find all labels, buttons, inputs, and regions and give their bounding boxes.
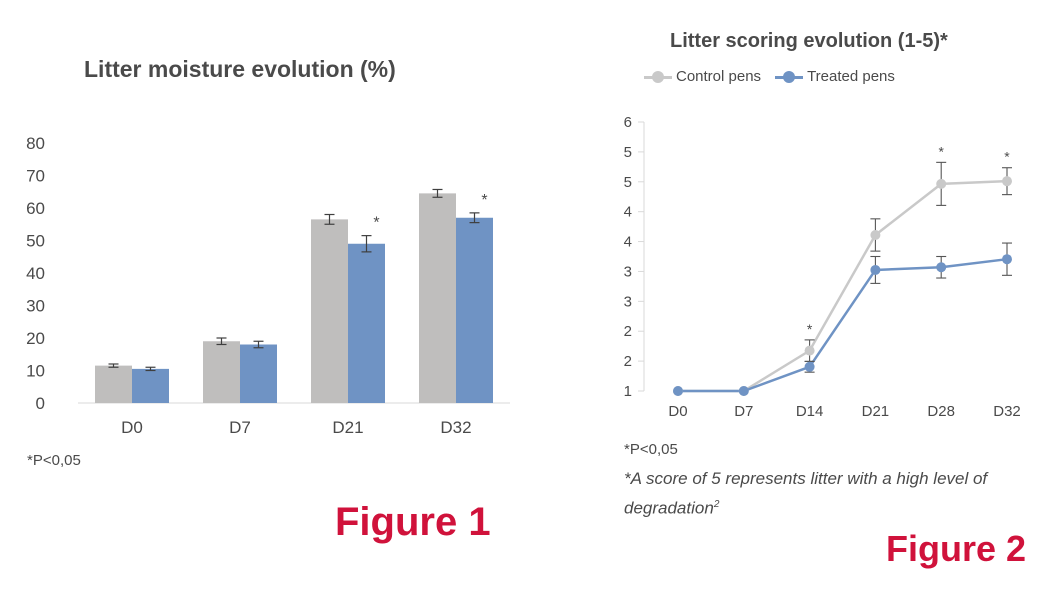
y-tick-label: 80: [26, 134, 45, 153]
error-bar: [432, 188, 443, 198]
legend-item-treated: Treated pens: [775, 68, 895, 85]
y-tick-label: 4: [624, 204, 632, 221]
legend-item-control: Control pens: [644, 68, 761, 85]
y-tick-label: 1: [624, 383, 632, 400]
series-line: [678, 257, 1008, 393]
x-tick-label: D21: [332, 418, 363, 437]
chart-1-title: Litter moisture evolution (%): [84, 56, 396, 82]
y-tick-label: 3: [624, 263, 632, 280]
y-tick-label: 3: [624, 293, 632, 310]
data-point: [870, 264, 881, 275]
x-tick-label: D0: [668, 403, 687, 420]
score-note-text: *A score of 5 represents litter with a h…: [624, 469, 988, 518]
data-point: [936, 262, 947, 273]
data-point: [738, 386, 749, 396]
data-point: [1002, 254, 1012, 265]
error-bar: [145, 366, 156, 372]
error-bar: [216, 337, 227, 346]
bar: [348, 243, 385, 403]
y-tick-label: 2: [624, 323, 632, 340]
x-tick-label: D7: [229, 418, 251, 437]
significance-marker: *: [938, 143, 944, 159]
significance-marker: *: [481, 192, 487, 209]
y-tick-label: 30: [26, 297, 45, 316]
x-tick-label: D32: [440, 418, 471, 437]
error-bar: [361, 235, 372, 253]
data-point: [870, 229, 881, 240]
x-tick-label: D21: [862, 403, 890, 420]
chart-2-legend: Control pens Treated pens: [644, 68, 909, 85]
y-tick-label: 5: [624, 144, 632, 161]
bar: [419, 193, 456, 403]
y-tick-label: 4: [624, 234, 632, 251]
bar: [132, 368, 169, 403]
chart-2-footnote: *P<0,05: [624, 441, 678, 458]
figure-1-panel: Litter moisture evolution (%) 0 10 20 30 40 5…: [26, 56, 510, 544]
significance-marker: *: [807, 321, 813, 337]
data-point: [936, 178, 947, 189]
x-tick-label: D28: [927, 403, 955, 420]
error-bar: [469, 212, 480, 224]
x-tick-label: D14: [796, 403, 824, 420]
y-tick-label: 40: [26, 264, 45, 283]
line-chart: 1 2 2 3 3 4 4 5 5 6 D0 D7 D14 D21 D28 D32 * * *: [624, 114, 1021, 420]
y-tick-label: 6: [624, 114, 632, 131]
y-tick-label: 60: [26, 199, 45, 218]
error-bar: [253, 340, 264, 349]
y-tick-label: 2: [624, 353, 632, 370]
legend-label-treated: Treated pens: [807, 68, 895, 85]
bar-chart: 0 10 20 30 40 50 60 70 80 D0 D7 D21 * D32 *: [26, 134, 510, 437]
data-point: [804, 345, 815, 356]
x-tick-label: D7: [734, 403, 753, 420]
figure-2-panel: Litter scoring evolution (1-5)* Control …: [600, 0, 1054, 600]
data-point: [804, 361, 815, 372]
error-bar: [324, 213, 335, 225]
y-tick-label: 20: [26, 329, 45, 348]
significance-marker: *: [1004, 149, 1010, 165]
figure-1-label: Figure 1: [335, 500, 491, 544]
chart-2-title: Litter scoring evolution (1-5)*: [670, 30, 948, 52]
score-note-superscript: 2: [713, 499, 720, 510]
data-point: [1002, 176, 1012, 187]
bar: [203, 341, 240, 403]
y-tick-label: 0: [36, 394, 45, 413]
significance-marker: *: [373, 215, 379, 232]
bar: [240, 344, 277, 403]
legend-marker-treated: [775, 70, 804, 83]
y-tick-label: 70: [26, 167, 45, 186]
chart-1-footnote: *P<0,05: [27, 452, 81, 469]
figure-2-label: Figure 2: [886, 528, 1027, 569]
bar: [311, 219, 348, 403]
legend-label-control: Control pens: [676, 68, 762, 85]
y-tick-label: 10: [26, 362, 45, 381]
error-bar: [108, 363, 119, 368]
legend-marker-control: [644, 70, 672, 83]
bar: [95, 365, 132, 403]
bar: [456, 217, 493, 403]
series-line: [678, 179, 1008, 393]
y-tick-label: 50: [26, 232, 45, 251]
chart-2-score-note: *A score of 5 represents litter with a h…: [624, 466, 1044, 522]
x-tick-label: D0: [121, 418, 143, 437]
y-tick-label: 5: [624, 174, 632, 191]
data-point: [673, 386, 683, 396]
x-tick-label: D32: [993, 403, 1021, 420]
